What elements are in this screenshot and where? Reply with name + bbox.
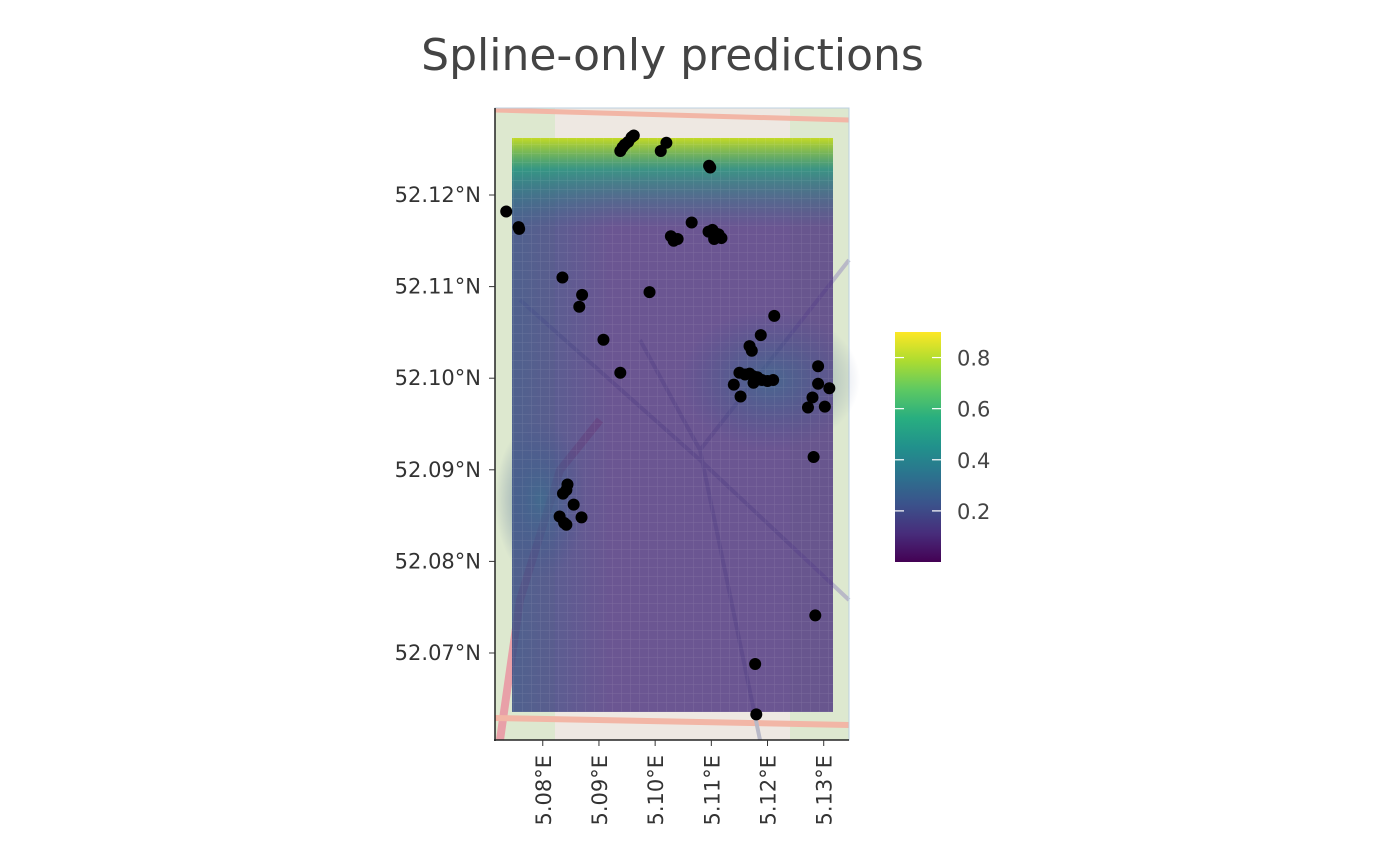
x-tick-label: 5.08°E bbox=[532, 755, 556, 826]
observation-point bbox=[556, 487, 569, 500]
observation-point bbox=[812, 377, 825, 390]
observation-point bbox=[818, 400, 831, 413]
observation-point bbox=[627, 129, 640, 142]
observation-point bbox=[767, 374, 780, 387]
observation-point bbox=[643, 286, 656, 299]
observation-point bbox=[754, 329, 767, 342]
observation-point bbox=[806, 391, 819, 404]
observation-point bbox=[704, 161, 717, 174]
observation-point bbox=[597, 333, 610, 346]
y-tick-label: 52.09°N bbox=[395, 458, 481, 482]
observation-point bbox=[768, 309, 781, 322]
x-axis-ticks: 5.08°E 5.09°E 5.10°E 5.11°E 5.12°E 5.13°E bbox=[532, 740, 837, 826]
observation-point bbox=[660, 136, 673, 149]
y-tick-label: 52.12°N bbox=[395, 183, 481, 207]
observation-point bbox=[715, 232, 728, 245]
observation-point bbox=[560, 518, 573, 531]
observation-point bbox=[823, 382, 836, 395]
observation-point bbox=[807, 450, 820, 463]
colorbar-tick-label: 0.4 bbox=[957, 449, 990, 473]
observation-point bbox=[685, 216, 698, 229]
plot-title: Spline-only predictions bbox=[421, 30, 924, 81]
observation-point bbox=[576, 288, 589, 301]
y-tick-label: 52.08°N bbox=[395, 549, 481, 573]
colorbar-legend: 0.8 0.6 0.4 0.2 bbox=[895, 332, 990, 562]
observation-point bbox=[671, 232, 684, 245]
colorbar-tick-label: 0.2 bbox=[957, 500, 990, 524]
observation-point bbox=[575, 511, 588, 524]
x-tick-label: 5.10°E bbox=[644, 755, 668, 826]
observation-point bbox=[745, 344, 758, 357]
prediction-surface bbox=[495, 138, 860, 712]
x-tick-label: 5.09°E bbox=[588, 755, 612, 826]
colorbar-tick-label: 0.8 bbox=[957, 347, 990, 371]
observation-point bbox=[614, 366, 627, 379]
colorbar bbox=[895, 332, 941, 562]
observation-point bbox=[801, 401, 814, 414]
y-tick-label: 52.10°N bbox=[395, 366, 481, 390]
x-tick-label: 5.12°E bbox=[757, 755, 781, 826]
y-tick-label: 52.11°N bbox=[395, 275, 481, 299]
observation-point bbox=[747, 376, 760, 389]
observation-points bbox=[500, 129, 836, 721]
x-tick-label: 5.13°E bbox=[813, 755, 837, 826]
observation-point bbox=[809, 609, 822, 622]
observation-point bbox=[556, 271, 569, 284]
observation-point bbox=[573, 300, 586, 313]
observation-point bbox=[500, 205, 513, 218]
observation-point bbox=[749, 657, 762, 670]
observation-point bbox=[734, 390, 747, 403]
observation-point bbox=[812, 360, 825, 373]
colorbar-tick-label: 0.6 bbox=[957, 398, 990, 422]
x-tick-label: 5.11°E bbox=[700, 755, 724, 826]
y-tick-label: 52.07°N bbox=[395, 641, 481, 665]
observation-point bbox=[750, 708, 763, 721]
y-axis-ticks: 52.12°N 52.11°N 52.10°N 52.09°N 52.08°N 52.07… bbox=[395, 183, 495, 665]
observation-point bbox=[727, 378, 740, 391]
observation-point bbox=[567, 498, 580, 511]
observation-point bbox=[513, 222, 526, 235]
